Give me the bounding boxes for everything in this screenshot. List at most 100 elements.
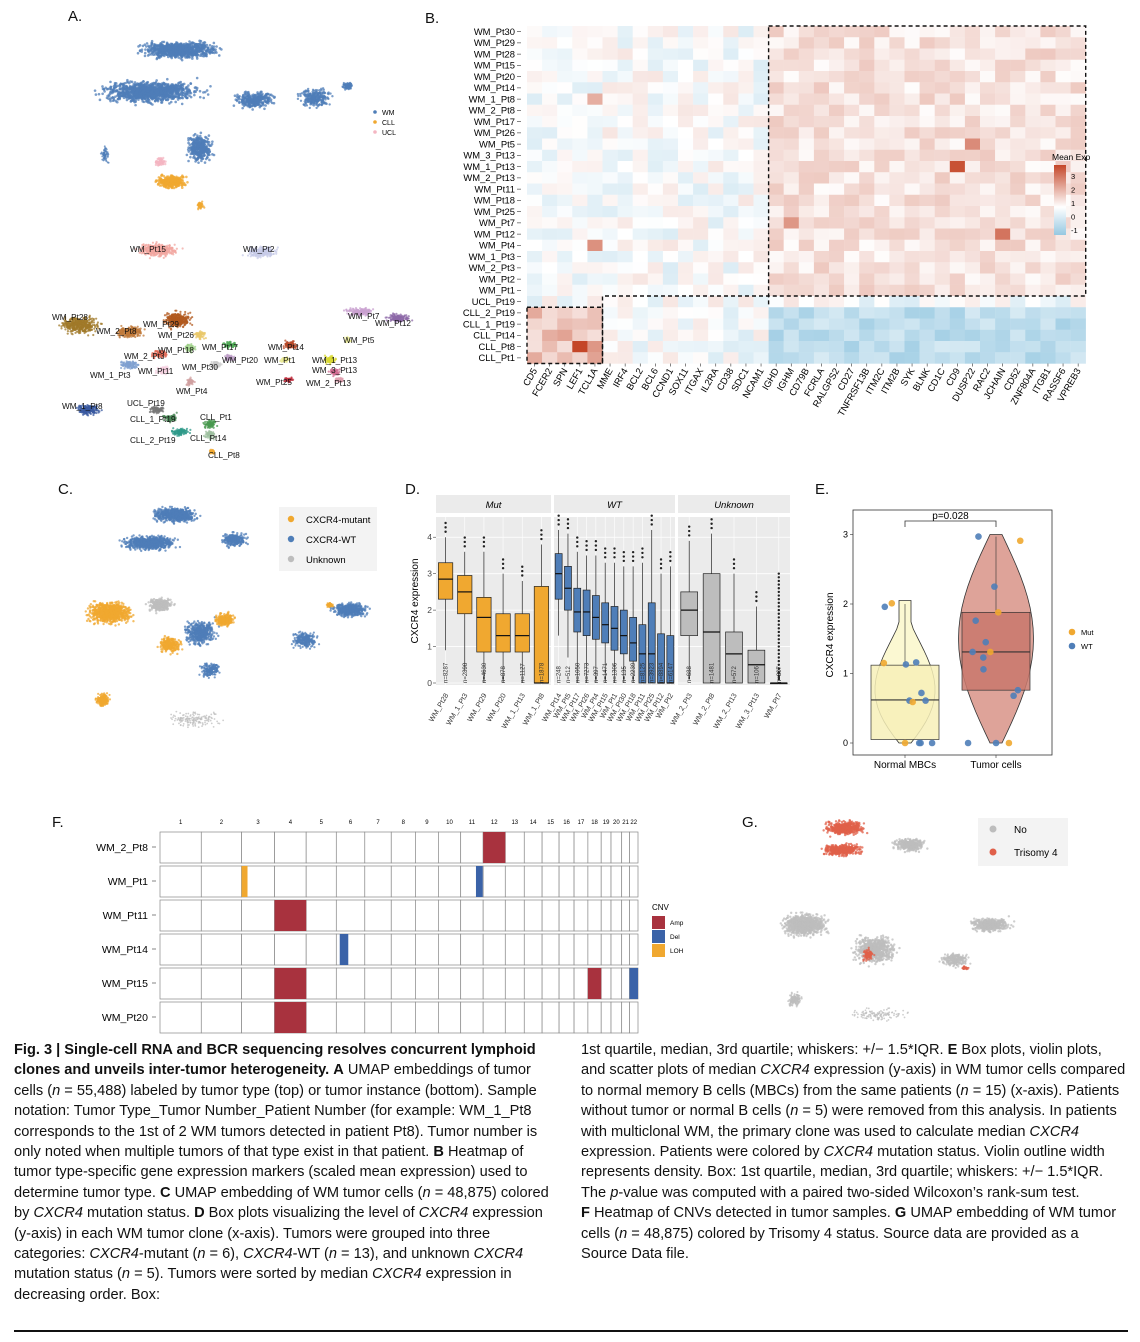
heatmap-cell — [587, 59, 603, 72]
outlier — [777, 612, 780, 615]
heatmap-cell — [813, 116, 830, 128]
heatmap-cell — [708, 48, 724, 60]
heatmap-cell — [829, 161, 845, 173]
heatmap-cell — [844, 318, 860, 330]
outlier — [585, 544, 588, 547]
heatmap-cell — [1010, 161, 1026, 173]
chrom-label-8: 8 — [402, 820, 406, 826]
heatmap-cell — [829, 228, 845, 240]
heatmap-cell — [844, 239, 860, 252]
box-n: n=7273 — [585, 662, 591, 683]
heatmap-cell — [738, 161, 754, 173]
heatmap-cell — [934, 116, 950, 128]
heatmap-cell — [1025, 318, 1041, 330]
heatmap-cell — [980, 161, 996, 173]
heatmap-cell — [693, 26, 709, 38]
outlier — [777, 579, 780, 583]
cnv-cell — [415, 899, 439, 932]
cnv-cell — [504, 831, 525, 864]
heatmap-cell — [693, 59, 709, 72]
cnv-cell — [504, 1001, 525, 1034]
heatmap-cell — [632, 161, 648, 173]
g-cluster-no2 — [850, 934, 901, 968]
heatmap-cell — [980, 183, 996, 195]
heatmap-cell — [602, 161, 618, 173]
row-label-wm-pt26: WM_Pt26 — [474, 127, 515, 138]
heatmap-cell — [572, 116, 588, 128]
heatmap-cell — [572, 341, 588, 353]
cnv-legend-label-loh: LOH — [670, 948, 684, 955]
heatmap-cell — [723, 26, 739, 38]
heatmap-cell — [1025, 93, 1041, 105]
heatmap-cell — [542, 59, 558, 72]
heatmap-cell — [768, 284, 784, 297]
heatmap-cell — [874, 194, 890, 207]
row-label-wm-1-pt13: WM_1_Pt13 — [463, 161, 515, 172]
cnv-cell — [558, 831, 575, 864]
heatmap-cell — [632, 48, 648, 60]
heatmap-cell — [723, 93, 739, 105]
clone-cluster-wm-1-pt13 — [323, 354, 338, 366]
cnv-cell — [200, 933, 242, 966]
heatmap-cell — [980, 71, 996, 83]
heatmap-cell — [527, 48, 543, 60]
heatmap-cell — [949, 217, 966, 229]
clone-cluster-wm-1-pt3 — [119, 360, 140, 370]
heatmap-cell — [647, 194, 664, 207]
heatmap-cell — [557, 93, 573, 105]
heatmap-cell — [813, 307, 830, 319]
heatmap-cell — [934, 307, 950, 319]
heatmap-cell — [693, 149, 709, 162]
heatmap-cell — [723, 138, 739, 150]
outlier — [777, 634, 780, 637]
heatmap-cell — [919, 239, 935, 252]
cnv-cell — [460, 1001, 484, 1034]
heatmap-cell — [1025, 329, 1041, 342]
cnv-cell — [305, 865, 337, 898]
heatmap-cell — [723, 206, 739, 218]
heatmap-cell — [542, 127, 558, 139]
cnv-cell — [415, 967, 439, 1000]
heatmap-cell — [798, 217, 815, 229]
heatmap-cell — [723, 116, 739, 128]
heatmap-cell — [647, 172, 664, 184]
heatmap-cell — [632, 138, 648, 150]
heatmap-cell — [980, 172, 996, 184]
cnv-cell — [200, 967, 242, 1000]
heatmap-cell — [934, 262, 950, 274]
heatmap-cell — [919, 48, 935, 60]
heatmap-cell — [783, 296, 799, 308]
cnv-cell — [305, 933, 337, 966]
heatmap-cell — [542, 104, 558, 117]
cnv-event-del — [629, 968, 638, 999]
heatmap-cell — [602, 172, 618, 184]
facet-panel — [436, 517, 551, 685]
clone-cluster-wm-pt15 — [135, 241, 184, 260]
heatmap-cell — [662, 183, 679, 195]
g-cluster-trisomy-right — [961, 965, 970, 971]
heatmap-cell — [542, 273, 558, 285]
cnv-cell — [541, 1001, 560, 1034]
outlier — [777, 597, 780, 601]
clone-label-wm-2-pt3: WM_2_Pt3 — [124, 352, 165, 361]
heatmap-cell — [874, 239, 890, 252]
clone-label-wm-1-pt13: WM_1_Pt13 — [312, 356, 357, 365]
heatmap-cell — [1040, 284, 1056, 297]
y-tick-4: 4 — [427, 532, 432, 542]
heatmap-cell — [783, 59, 799, 72]
point-mut — [888, 600, 896, 607]
heatmap-cell — [753, 262, 769, 274]
heatmap-cell — [783, 228, 799, 240]
heatmap-cell — [768, 296, 784, 308]
heatmap-cell — [889, 206, 905, 218]
cnv-cell — [558, 967, 575, 1000]
heatmap-cell — [1040, 104, 1056, 117]
cnv-cell — [587, 1001, 602, 1034]
heatmap-cell — [617, 206, 633, 218]
cnv-cell — [438, 1001, 462, 1034]
caption-column-1: Fig. 3 | Single-cell RNA and BCR sequenc… — [14, 1042, 549, 1303]
heatmap-cell — [1025, 341, 1041, 353]
heatmap-cell — [542, 194, 558, 207]
heatmap-cell — [783, 161, 799, 173]
